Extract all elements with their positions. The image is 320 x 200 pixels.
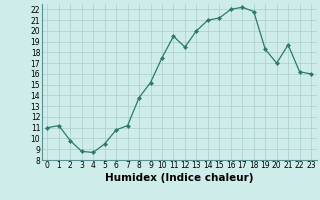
X-axis label: Humidex (Indice chaleur): Humidex (Indice chaleur): [105, 173, 253, 183]
